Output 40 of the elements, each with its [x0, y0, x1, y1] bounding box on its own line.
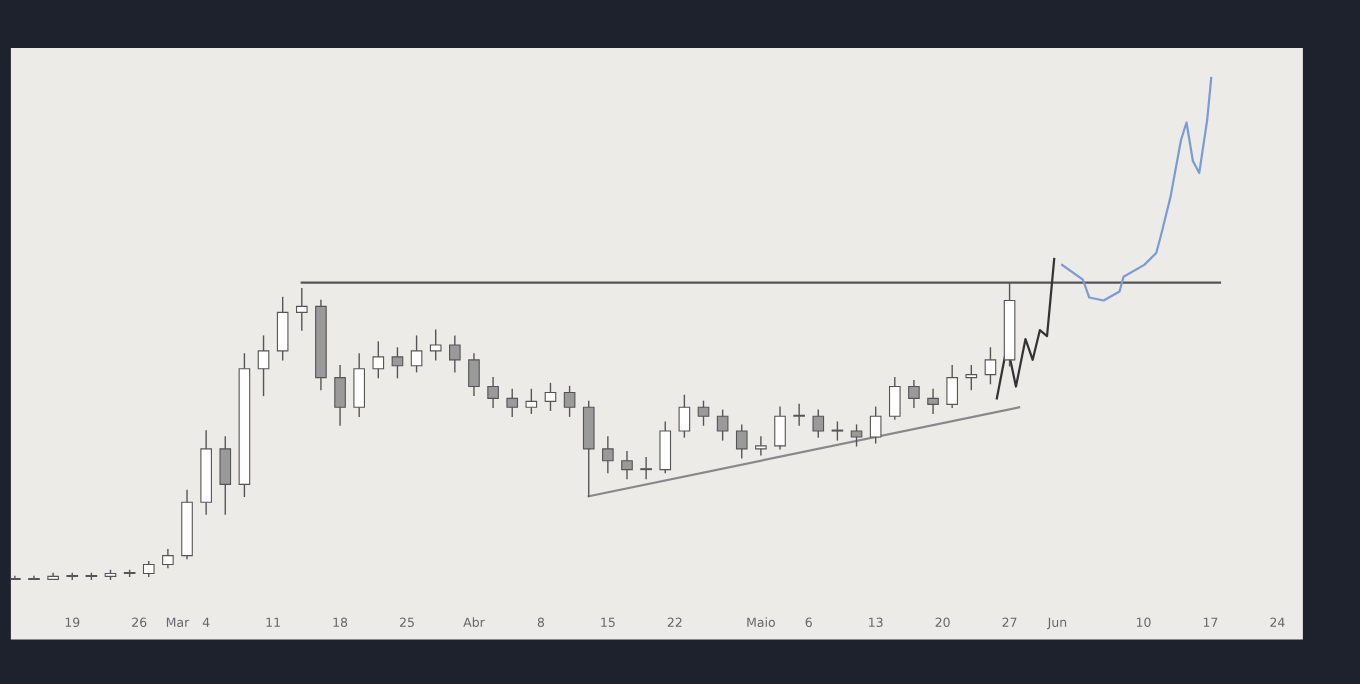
candlestick: [487, 376, 499, 408]
candlestick: [449, 335, 461, 373]
candlestick: [659, 421, 672, 474]
candlestick: [525, 388, 538, 414]
candlestick: [582, 400, 595, 497]
candlestick: [257, 335, 270, 397]
candlestick: [429, 329, 442, 361]
candlestick: [812, 409, 825, 438]
candlestick: [927, 388, 939, 414]
candlestick: [697, 400, 710, 426]
candlestick: [678, 394, 691, 438]
candlestick: [793, 403, 805, 426]
candlestick: [334, 365, 346, 426]
candlestick: [219, 436, 232, 515]
candlestick: [28, 575, 40, 581]
candlestick: [774, 406, 786, 450]
candlestick: [716, 409, 729, 441]
candlestick: [640, 457, 652, 480]
candlestick: [621, 451, 633, 480]
candlestick: [984, 347, 997, 385]
candlestick: [468, 353, 480, 397]
candlestick: [410, 335, 423, 373]
candlestick: [10, 575, 21, 581]
candlestick: [391, 347, 404, 379]
candlestick: [295, 287, 308, 331]
candlestick: [602, 436, 614, 474]
candlestick: [506, 388, 519, 417]
candlestick: [869, 406, 882, 444]
candlestick: [755, 436, 767, 456]
candlestick: [372, 341, 385, 379]
candlestick: [850, 424, 863, 447]
candlestick: [888, 376, 901, 420]
candlestick: [908, 379, 920, 408]
candlestick: [276, 296, 289, 361]
candlestick: [735, 424, 748, 459]
candlestick: [563, 385, 576, 417]
candlestick: [544, 382, 557, 411]
candlestick: [353, 353, 366, 417]
candlestick: [965, 365, 978, 391]
candlestick: [946, 365, 958, 408]
